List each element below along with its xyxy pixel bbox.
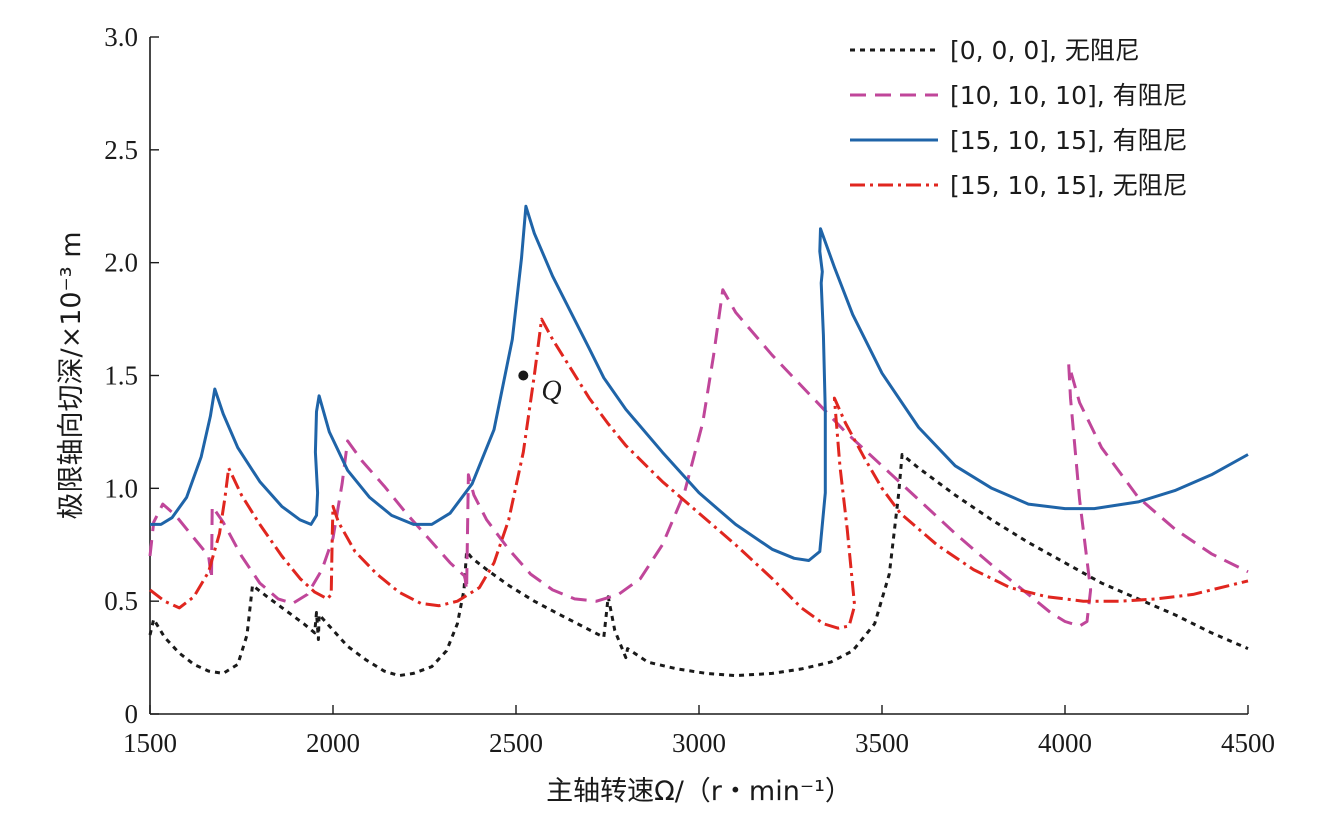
annotation-point-0 — [518, 370, 529, 381]
series-line-2 — [150, 204, 1249, 562]
annotation-label-0: Q — [541, 376, 561, 407]
y-tick-label: 1.5 — [104, 361, 138, 391]
y-tick-label: 1.0 — [104, 473, 138, 503]
x-tick-label: 1500 — [123, 728, 177, 758]
y-tick-label: 2.0 — [104, 248, 138, 278]
series-line-0 — [148, 453, 1249, 678]
legend: [0, 0, 0], 无阻尼 [10, 10, 10], 有阻尼 [15, 10, … — [850, 36, 1188, 200]
legend-label-2: [15, 10, 15], 有阻尼 — [950, 126, 1188, 155]
y-tick-label: 0.5 — [104, 586, 138, 616]
y-axis-label: 极限轴向切深/×10⁻³ m — [56, 231, 87, 519]
legend-label-1: [10, 10, 10], 有阻尼 — [950, 81, 1188, 110]
series-layer — [148, 204, 1249, 678]
annotation-layer: Q — [518, 370, 562, 407]
x-tick-label: 2500 — [489, 728, 543, 758]
series-line-3 — [149, 317, 1249, 630]
x-tick-label: 4500 — [1221, 728, 1275, 758]
legend-label-0: [0, 0, 0], 无阻尼 — [950, 36, 1140, 65]
y-tick-label: 2.5 — [104, 135, 138, 165]
axes: 1500 2000 2500 3000 3500 4000 4500 0 0.5 1.0 1.5 2.… — [56, 22, 1275, 807]
x-tick-label: 3000 — [672, 728, 726, 758]
legend-label-3: [15, 10, 15], 无阻尼 — [950, 171, 1188, 200]
x-tick-label: 2000 — [306, 728, 360, 758]
series-line-1 — [148, 288, 1249, 628]
y-tick-label: 0 — [125, 699, 139, 729]
x-tick-label: 3500 — [855, 728, 909, 758]
x-tick-label: 4000 — [1038, 728, 1092, 758]
y-tick-label: 3.0 — [104, 22, 138, 52]
x-axis-label: 主轴转速Ω/（r・min⁻¹） — [546, 776, 852, 807]
